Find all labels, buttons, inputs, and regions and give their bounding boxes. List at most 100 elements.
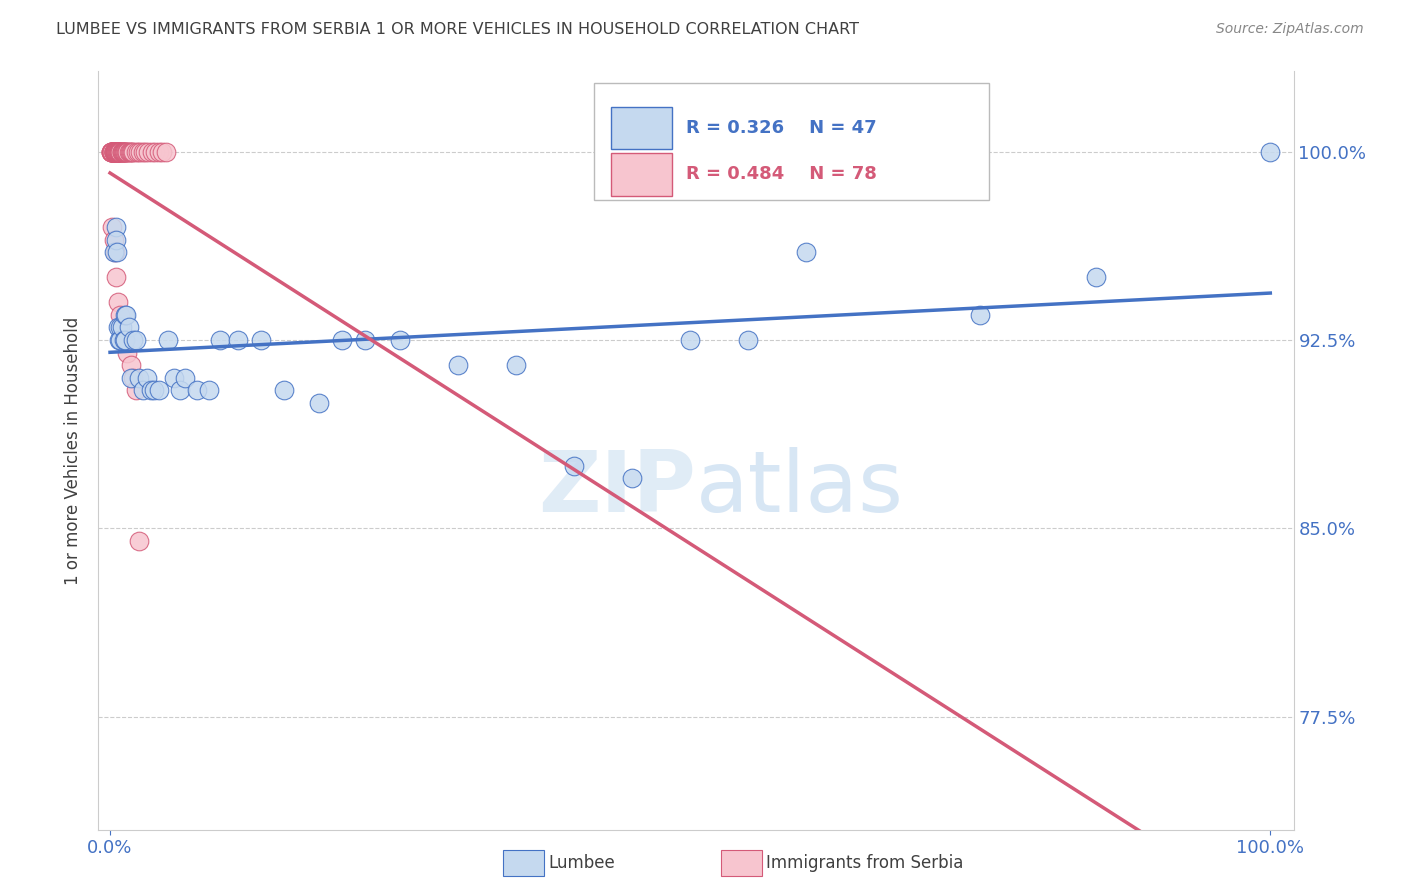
Point (103, 145, 125, 159)
Point (112, 333, 135, 347)
Point (104, 145, 127, 159)
Point (103, 233, 125, 247)
Point (101, 145, 124, 159)
Point (209, 333, 232, 347)
Point (103, 145, 125, 159)
Point (100, 145, 122, 159)
Point (155, 145, 177, 159)
Text: atlas: atlas (696, 447, 904, 530)
Point (174, 370, 197, 384)
Point (111, 145, 134, 159)
Point (110, 145, 132, 159)
Point (131, 383, 153, 397)
Point (104, 145, 127, 159)
Point (103, 145, 125, 159)
Point (117, 320, 139, 334)
Point (163, 370, 186, 384)
Point (107, 295, 129, 310)
Point (114, 145, 136, 159)
Point (110, 145, 132, 159)
Point (105, 145, 128, 159)
Point (124, 145, 146, 159)
Point (447, 358, 470, 372)
Point (794, 245, 817, 260)
Point (104, 245, 127, 260)
Text: Source: ZipAtlas.com: Source: ZipAtlas.com (1216, 22, 1364, 37)
Point (122, 370, 145, 384)
Point (111, 333, 134, 347)
Point (621, 471, 644, 485)
Point (104, 220, 127, 235)
Point (141, 145, 163, 159)
Point (101, 145, 124, 159)
Point (111, 145, 134, 159)
Point (128, 533, 150, 548)
Point (121, 145, 143, 159)
Point (122, 333, 145, 347)
Point (197, 383, 219, 397)
Point (110, 333, 132, 347)
Point (250, 333, 273, 347)
Point (120, 358, 142, 372)
Point (114, 333, 136, 347)
Point (101, 220, 124, 235)
Point (136, 370, 159, 384)
Point (136, 145, 159, 159)
Point (107, 320, 129, 334)
Point (108, 145, 131, 159)
Text: R = 0.484    N = 78: R = 0.484 N = 78 (686, 166, 877, 184)
Point (143, 145, 166, 159)
Point (100, 145, 122, 159)
Point (1085, 270, 1108, 285)
Point (679, 333, 702, 347)
Point (134, 145, 156, 159)
FancyBboxPatch shape (612, 106, 672, 149)
Point (122, 145, 145, 159)
Point (114, 308, 136, 322)
Point (108, 145, 131, 159)
Text: ZIP: ZIP (538, 447, 696, 530)
Point (737, 333, 759, 347)
Point (354, 333, 377, 347)
Point (118, 145, 141, 159)
FancyBboxPatch shape (595, 83, 988, 201)
Point (105, 245, 128, 260)
Point (104, 145, 127, 159)
Point (100, 145, 122, 159)
Point (104, 270, 127, 285)
Point (105, 145, 128, 159)
Point (150, 145, 173, 159)
Point (115, 145, 138, 159)
Point (169, 383, 191, 397)
Point (117, 345, 139, 359)
Point (107, 145, 129, 159)
Point (107, 145, 129, 159)
Point (112, 145, 135, 159)
Point (129, 145, 152, 159)
Point (104, 145, 127, 159)
Point (101, 145, 124, 159)
Point (128, 370, 150, 384)
Point (105, 145, 128, 159)
Y-axis label: 1 or more Vehicles in Household: 1 or more Vehicles in Household (65, 317, 83, 584)
Point (120, 145, 142, 159)
Point (562, 458, 585, 473)
Point (330, 333, 353, 347)
Point (124, 333, 146, 347)
Point (104, 145, 127, 159)
Point (969, 308, 991, 322)
Point (108, 145, 131, 159)
Point (103, 145, 125, 159)
Point (226, 333, 249, 347)
Point (108, 333, 131, 347)
Point (103, 145, 125, 159)
Point (148, 145, 170, 159)
Point (104, 145, 127, 159)
FancyBboxPatch shape (612, 153, 672, 195)
Point (114, 145, 136, 159)
Point (104, 145, 127, 159)
Point (127, 145, 149, 159)
Point (107, 145, 129, 159)
Point (1258, 145, 1281, 159)
Point (131, 145, 153, 159)
